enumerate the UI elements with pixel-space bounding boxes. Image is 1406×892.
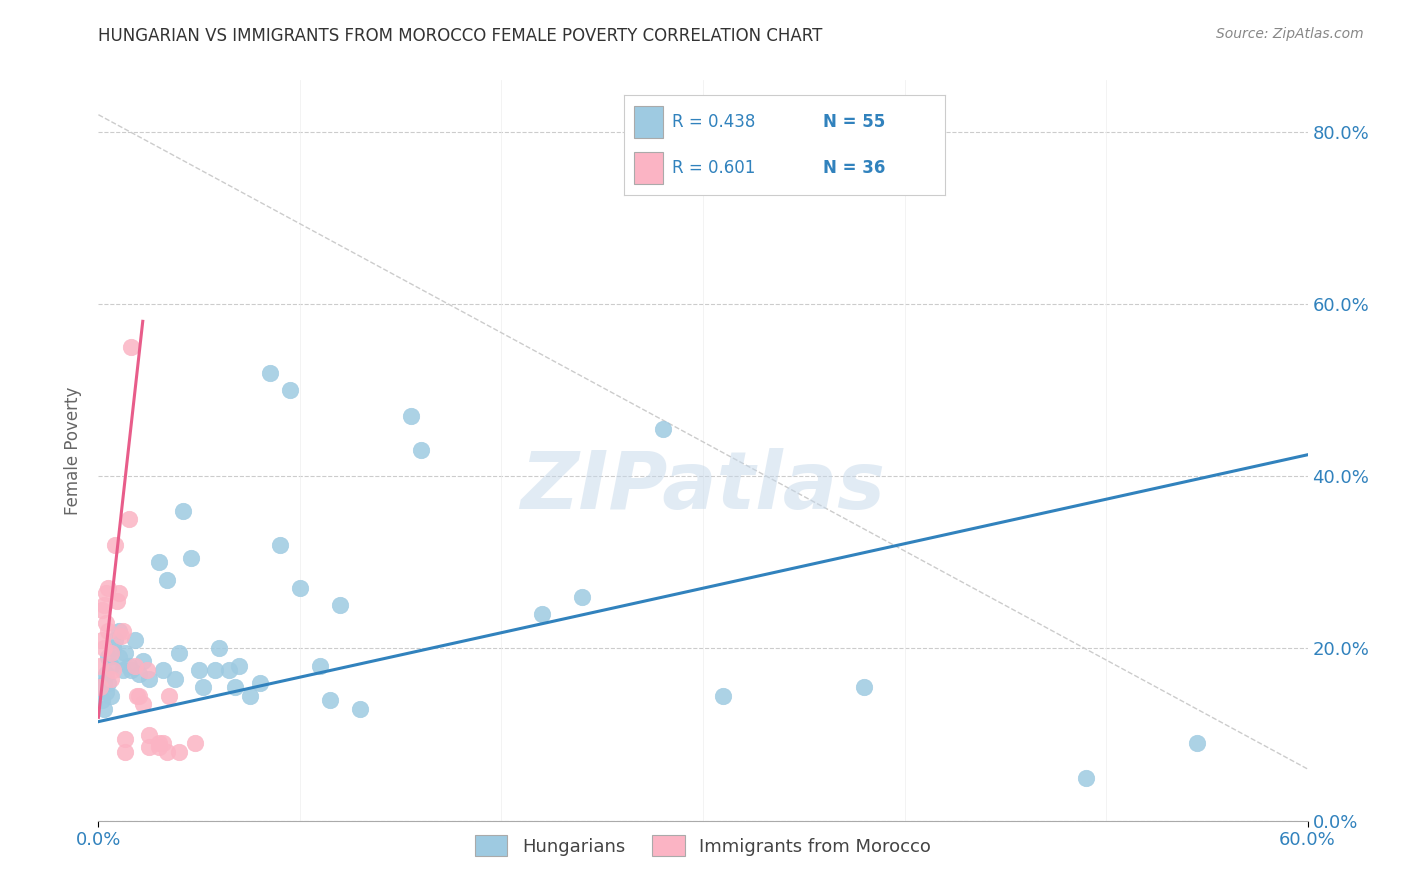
Point — [259, 366, 281, 380]
Point — [97, 624, 120, 639]
Point — [120, 663, 142, 677]
Point — [89, 680, 111, 694]
Point — [853, 680, 876, 694]
Point — [224, 680, 246, 694]
Point — [128, 689, 150, 703]
Point — [138, 672, 160, 686]
Point — [111, 624, 134, 639]
Point — [571, 590, 593, 604]
Point — [184, 736, 207, 750]
Point — [249, 676, 271, 690]
Point — [101, 663, 124, 677]
Point — [269, 538, 291, 552]
Point — [107, 585, 129, 599]
Point — [125, 689, 148, 703]
Point — [96, 615, 118, 630]
Point — [118, 512, 141, 526]
Point — [278, 383, 301, 397]
Point — [132, 698, 155, 712]
Point — [157, 689, 180, 703]
Point — [329, 599, 352, 613]
Point — [193, 680, 215, 694]
Point — [124, 632, 146, 647]
Point — [138, 740, 160, 755]
Point — [124, 658, 146, 673]
Point — [128, 667, 150, 681]
Point — [399, 409, 422, 423]
Point — [138, 727, 160, 741]
Point — [152, 736, 174, 750]
Point — [319, 693, 342, 707]
Point — [228, 658, 250, 673]
Point — [1185, 736, 1208, 750]
Point — [100, 646, 122, 660]
Y-axis label: Female Poverty: Female Poverty — [65, 386, 83, 515]
Point — [89, 680, 111, 694]
Point — [100, 658, 122, 673]
Point — [309, 658, 332, 673]
Point — [114, 745, 136, 759]
Point — [204, 663, 226, 677]
Text: Source: ZipAtlas.com: Source: ZipAtlas.com — [1216, 27, 1364, 41]
Point — [218, 663, 240, 677]
Point — [167, 745, 190, 759]
Point — [103, 632, 125, 647]
Point — [188, 663, 211, 677]
Point — [288, 581, 311, 595]
Point — [148, 740, 170, 755]
Point — [89, 658, 111, 673]
Point — [96, 667, 118, 681]
Point — [530, 607, 553, 621]
Point — [101, 641, 124, 656]
Point — [148, 555, 170, 569]
Point — [148, 736, 170, 750]
Point — [208, 641, 231, 656]
Point — [100, 672, 122, 686]
Point — [100, 689, 122, 703]
Point — [105, 594, 128, 608]
Point — [409, 443, 432, 458]
Point — [114, 731, 136, 746]
Point — [107, 650, 129, 665]
Point — [93, 702, 115, 716]
Point — [114, 646, 136, 660]
Point — [93, 641, 115, 656]
Point — [156, 745, 179, 759]
Point — [711, 689, 734, 703]
Point — [1074, 771, 1097, 785]
Point — [93, 676, 115, 690]
Point — [107, 624, 129, 639]
Point — [132, 654, 155, 668]
Point — [163, 672, 186, 686]
Point — [120, 340, 142, 354]
Point — [239, 689, 262, 703]
Point — [96, 585, 118, 599]
Point — [91, 632, 114, 647]
Point — [97, 581, 120, 595]
Point — [93, 599, 115, 613]
Point — [118, 658, 141, 673]
Point — [97, 676, 120, 690]
Point — [180, 551, 202, 566]
Point — [111, 663, 134, 677]
Point — [156, 573, 179, 587]
Point — [167, 646, 190, 660]
Text: ZIPatlas: ZIPatlas — [520, 449, 886, 526]
Point — [96, 684, 118, 698]
Point — [97, 650, 120, 665]
Point — [91, 693, 114, 707]
Point — [91, 603, 114, 617]
Point — [152, 663, 174, 677]
Point — [110, 628, 132, 642]
Text: HUNGARIAN VS IMMIGRANTS FROM MOROCCO FEMALE POVERTY CORRELATION CHART: HUNGARIAN VS IMMIGRANTS FROM MOROCCO FEM… — [98, 27, 823, 45]
Point — [349, 702, 371, 716]
Legend: Hungarians, Immigrants from Morocco: Hungarians, Immigrants from Morocco — [468, 828, 938, 863]
Point — [172, 504, 194, 518]
Point — [135, 663, 157, 677]
Point — [651, 422, 673, 436]
Point — [103, 538, 125, 552]
